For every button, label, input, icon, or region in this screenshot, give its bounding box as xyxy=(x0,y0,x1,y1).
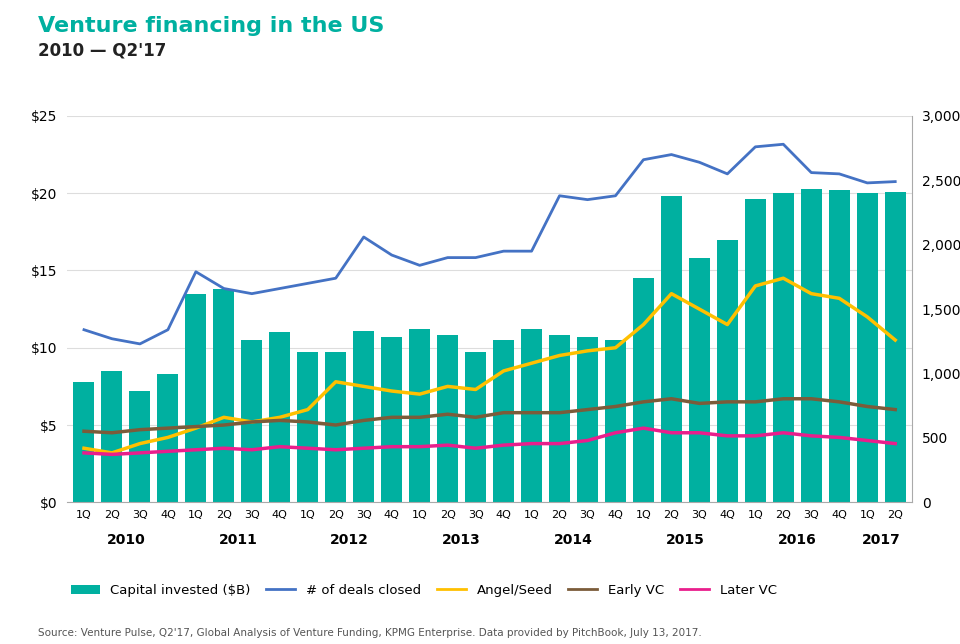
Bar xyxy=(856,193,877,502)
Bar xyxy=(717,240,738,502)
Bar xyxy=(437,336,458,502)
Text: 2013: 2013 xyxy=(443,533,481,547)
Bar xyxy=(213,289,234,502)
Text: 2014: 2014 xyxy=(554,533,593,547)
Bar xyxy=(185,294,206,502)
Bar xyxy=(409,329,430,502)
Text: 2015: 2015 xyxy=(666,533,705,547)
Bar xyxy=(325,352,347,502)
Text: Venture financing in the US: Venture financing in the US xyxy=(38,16,385,36)
Text: Source: Venture Pulse, Q2'17, Global Analysis of Venture Funding, KPMG Enterpris: Source: Venture Pulse, Q2'17, Global Ana… xyxy=(38,627,702,638)
Bar xyxy=(773,193,794,502)
Bar xyxy=(157,374,179,502)
Bar xyxy=(689,258,709,502)
Bar xyxy=(493,340,514,502)
Text: 2017: 2017 xyxy=(862,533,900,547)
Bar xyxy=(577,337,598,502)
Bar xyxy=(353,331,374,502)
Bar xyxy=(521,329,542,502)
Text: 2016: 2016 xyxy=(778,533,817,547)
Text: 2010 — Q2'17: 2010 — Q2'17 xyxy=(38,42,167,60)
Bar xyxy=(660,196,682,502)
Bar xyxy=(381,337,402,502)
Bar xyxy=(74,382,94,502)
Bar xyxy=(130,391,151,502)
Bar xyxy=(801,189,822,502)
Legend: Capital invested ($B), # of deals closed, Angel/Seed, Early VC, Later VC: Capital invested ($B), # of deals closed… xyxy=(65,578,781,602)
Bar xyxy=(549,336,570,502)
Bar xyxy=(241,340,262,502)
Bar xyxy=(828,190,850,502)
Bar xyxy=(885,192,905,502)
Bar xyxy=(102,371,123,502)
Bar xyxy=(466,352,486,502)
Bar xyxy=(298,352,319,502)
Bar xyxy=(745,200,766,502)
Text: 2011: 2011 xyxy=(219,533,257,547)
Bar xyxy=(633,278,654,502)
Text: 2010: 2010 xyxy=(107,533,145,547)
Bar xyxy=(270,332,290,502)
Bar xyxy=(605,340,626,502)
Text: 2012: 2012 xyxy=(330,533,370,547)
